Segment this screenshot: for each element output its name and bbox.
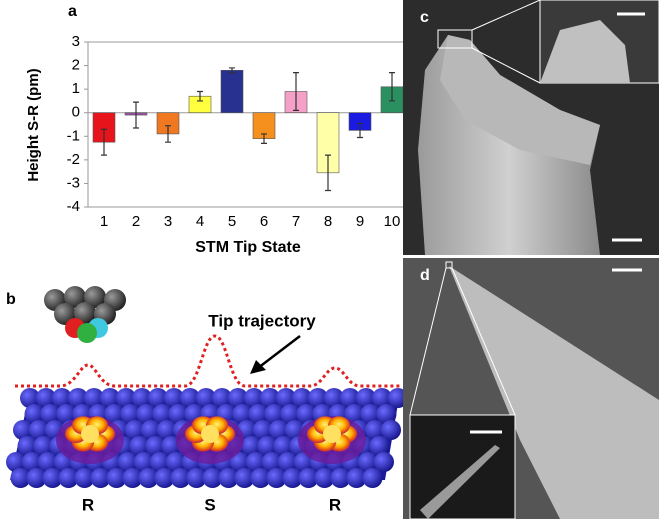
page: a Height S-R (pm) STM Tip State -4 -3 -2 -1… — [0, 0, 659, 519]
panel-label: b — [6, 291, 16, 308]
bar-chart: -4 -3 -2 -1 0 1 2 3 1 2 3 4 5 6 7 8 9 10 — [67, 33, 408, 230]
x-tick-label: 5 — [228, 213, 236, 230]
y-tick-label: -2 — [67, 151, 80, 168]
y-tick-label: -3 — [67, 174, 80, 191]
site-label: S — [204, 495, 215, 514]
trajectory-label: Tip trajectory — [208, 311, 316, 330]
adsorbate-core — [323, 425, 341, 443]
arrow — [258, 336, 300, 368]
x-tick-label: 6 — [260, 213, 268, 230]
surface-atom — [374, 452, 394, 472]
x-tick-label: 1 — [100, 213, 108, 230]
adsorbate-core — [201, 425, 219, 443]
y-tick-label: -1 — [67, 127, 80, 144]
x-axis-label: STM Tip State — [195, 239, 301, 256]
site-label: R — [329, 495, 341, 514]
adsorbate-core — [81, 425, 99, 443]
surface-atom — [363, 468, 383, 488]
panel-label: d — [420, 267, 430, 284]
arrow-head — [250, 360, 266, 374]
y-tick-label: 1 — [72, 80, 80, 97]
y-tick-label: 0 — [72, 104, 80, 121]
y-tick-label: -4 — [67, 198, 80, 215]
tip-atom — [77, 323, 97, 343]
y-tick-label: 3 — [72, 33, 80, 50]
atom-layer — [6, 388, 408, 488]
x-tick-label: 10 — [384, 213, 401, 230]
panel-label: c — [420, 9, 429, 26]
y-axis-label: Height S-R (pm) — [25, 68, 42, 181]
x-tick-label: 3 — [164, 213, 172, 230]
bar — [221, 70, 243, 112]
tip-cluster — [44, 286, 126, 343]
surface-atom — [381, 420, 401, 440]
y-tick-label: 2 — [72, 57, 80, 74]
panel-label: a — [68, 3, 77, 20]
figure: a Height S-R (pm) STM Tip State -4 -3 -2 -1… — [0, 0, 659, 519]
x-tick-label: 2 — [132, 213, 140, 230]
tip-trajectory — [15, 336, 400, 386]
x-tick-label: 4 — [196, 213, 204, 230]
x-tick-label: 8 — [324, 213, 332, 230]
x-tick-label: 7 — [292, 213, 300, 230]
site-label: R — [82, 495, 94, 514]
x-tick-label: 9 — [356, 213, 364, 230]
